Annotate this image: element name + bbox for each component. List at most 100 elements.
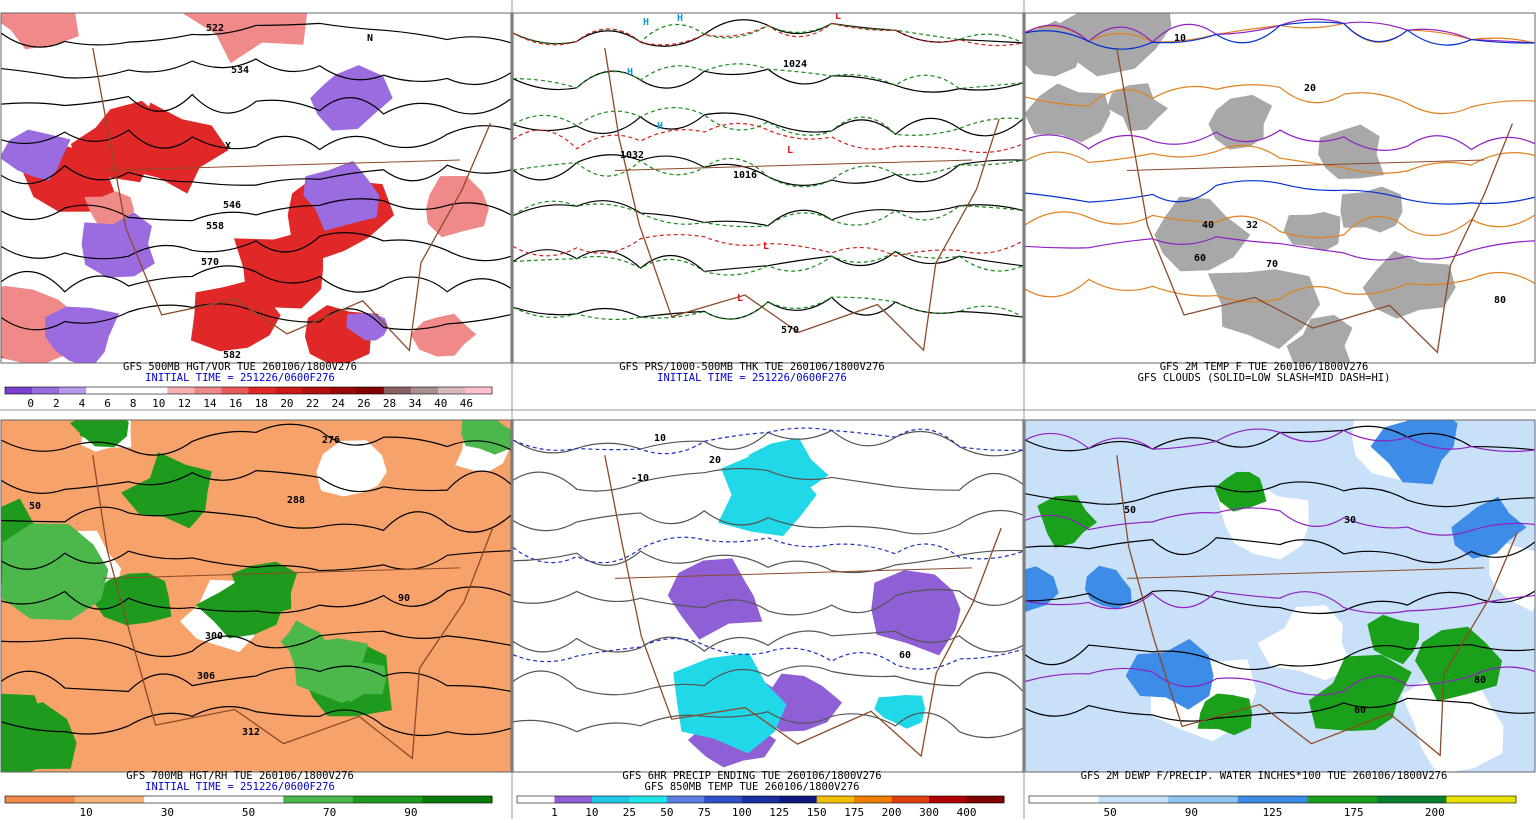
caption: INITIAL TIME = 251226/0600F276 — [145, 372, 335, 384]
map-label: N — [367, 33, 373, 44]
colorbar-swatch — [329, 387, 358, 394]
coastline — [1116, 455, 1518, 757]
contour-line — [513, 630, 1023, 653]
map-label: 60 — [1354, 705, 1366, 716]
shaded-area — [1106, 83, 1168, 132]
colorbar-swatch — [213, 796, 284, 803]
colorbar-swatch — [1168, 796, 1239, 803]
coastline — [604, 455, 1002, 758]
contour-line — [1, 706, 511, 737]
contour-line — [513, 63, 1023, 90]
map-label: 40 — [1202, 220, 1214, 231]
contour-line — [513, 122, 1023, 153]
colorbar-label: 200 — [882, 806, 902, 819]
colorbar-swatch — [1098, 796, 1169, 803]
contour-line — [1025, 481, 1535, 508]
colorbar-swatch — [74, 796, 145, 803]
contour-line — [1025, 666, 1535, 696]
contour-line — [513, 549, 1023, 574]
shaded-area — [1053, 13, 1172, 77]
colorbar-label: 400 — [957, 806, 977, 819]
shaded-area — [1, 702, 77, 772]
colorbar-swatch — [629, 796, 668, 803]
shaded-area — [1, 129, 71, 181]
contour-line — [513, 234, 1023, 257]
shaded-area — [1286, 314, 1353, 363]
colorbar-swatch — [1307, 796, 1378, 803]
colorbar-label: 50 — [1104, 806, 1117, 819]
colorbar-frame — [4, 795, 493, 804]
shaded-area — [1257, 605, 1353, 681]
colorbar-label: 10 — [80, 806, 93, 819]
colorbar-swatch — [966, 796, 1005, 803]
colorbar-swatch — [1029, 796, 1100, 803]
contour-line — [1, 198, 511, 222]
colorbar-label: 18 — [255, 397, 268, 410]
contour-line — [1, 550, 511, 572]
colorbar-swatch — [410, 387, 439, 394]
shaded-area — [44, 306, 119, 363]
colorbar-label: 75 — [698, 806, 711, 819]
shaded-area — [461, 420, 511, 455]
colorbar-label: 16 — [229, 397, 242, 410]
colorbar-swatch — [666, 796, 705, 803]
contour-line — [1025, 271, 1535, 303]
shaded-area — [1207, 269, 1321, 349]
colorbar-swatch — [517, 796, 555, 803]
colorbar-frame — [1028, 795, 1517, 804]
shaded-area — [1025, 83, 1111, 143]
map-label: 50 — [1124, 505, 1136, 516]
colorbar-swatch — [891, 796, 930, 803]
shaded-area — [426, 176, 489, 238]
contour-line — [1, 232, 511, 262]
caption: GFS PRS/1000-500MB THK TUE 260106/1800V2… — [619, 361, 885, 373]
contour-line — [1025, 180, 1535, 205]
shaded-area — [338, 662, 386, 703]
shaded-area — [1283, 211, 1341, 252]
contour-line — [513, 536, 1023, 564]
colorbar-label: 200 — [1425, 806, 1445, 819]
colorbar-label: 40 — [434, 397, 447, 410]
colorbar-swatch — [113, 387, 141, 394]
colorbar-swatch — [275, 387, 304, 394]
colorbar-swatch — [591, 796, 630, 803]
map-label: 60 — [1194, 253, 1206, 264]
map-label: 1032 — [620, 150, 644, 161]
colorbar-label: 14 — [203, 397, 217, 410]
contour-line — [1025, 84, 1535, 115]
colorbar-label: 8 — [130, 397, 137, 410]
colorbar-swatch — [437, 387, 466, 394]
contour-line — [1025, 428, 1535, 453]
colorbar-swatch — [383, 387, 412, 394]
map-label: H — [627, 67, 633, 78]
map-label: 20 — [1304, 83, 1316, 94]
colorbar-swatch — [302, 387, 331, 394]
colorbar-label: 26 — [357, 397, 370, 410]
colorbar-swatch — [741, 796, 780, 803]
map-label: 570 — [201, 257, 219, 268]
map-label: 570 — [781, 325, 799, 336]
colorbar-swatch — [140, 387, 168, 394]
contour-line — [1025, 21, 1535, 50]
map-frame — [0, 12, 512, 364]
colorbar-swatch — [854, 796, 893, 803]
map-frame — [512, 12, 1024, 364]
colorbar-label: 175 — [844, 806, 864, 819]
colorbar-label: 6 — [104, 397, 111, 410]
map-label: 306 — [197, 671, 215, 682]
map-layer: 30 50 60 80 — [1025, 420, 1535, 772]
colorbar-label: 125 — [769, 806, 789, 819]
shaded-area — [745, 438, 829, 508]
caption: INITIAL TIME = 251226/0600F276 — [657, 372, 847, 384]
colorbar-label: 125 — [1263, 806, 1283, 819]
border-line — [1126, 159, 1485, 171]
colorbar-swatch — [929, 796, 968, 803]
map-label: 312 — [242, 727, 260, 738]
colorbar-swatch — [1446, 796, 1517, 803]
map-frame — [0, 419, 512, 773]
map-label: L — [835, 11, 841, 22]
coastline — [92, 47, 492, 352]
colorbar-swatch — [248, 387, 277, 394]
colorbar-label: 100 — [732, 806, 752, 819]
colorbar-swatch — [221, 387, 249, 394]
